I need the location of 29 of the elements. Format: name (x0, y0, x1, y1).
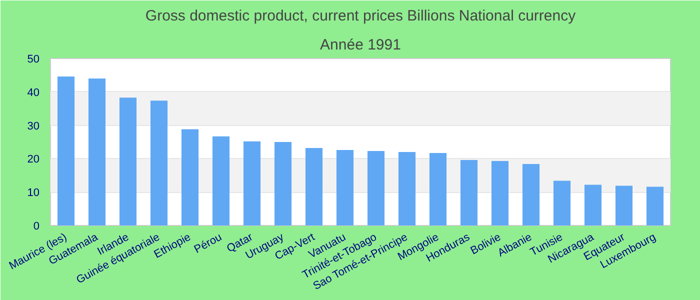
bar (584, 184, 602, 226)
bar (88, 78, 106, 226)
y-tick-label: 30 (27, 120, 40, 132)
bar (336, 150, 354, 226)
bar (274, 142, 292, 226)
bar (522, 164, 540, 226)
bar (491, 161, 509, 226)
y-tick-label: 50 (27, 54, 40, 66)
bar (429, 153, 447, 226)
y-tick-label: 40 (27, 86, 40, 99)
bar (553, 180, 571, 226)
chart-title: Gross domestic product, current prices Billions National currency (145, 8, 576, 24)
y-tick-label: 0 (33, 220, 40, 232)
bar (398, 152, 416, 226)
y-tick-label: 20 (27, 154, 40, 166)
bar (305, 148, 323, 226)
bar (646, 186, 664, 226)
x-tick-label: Pérou (192, 231, 224, 256)
bar (212, 136, 230, 226)
chart-subtitle: Année 1991 (320, 36, 401, 54)
bar (367, 151, 385, 226)
bar (615, 186, 633, 226)
bar (57, 76, 75, 226)
bar (181, 129, 199, 226)
bar (150, 100, 168, 226)
y-tick-label: 10 (27, 187, 40, 200)
bar (119, 98, 137, 226)
bar (243, 141, 261, 226)
bar (460, 160, 478, 226)
